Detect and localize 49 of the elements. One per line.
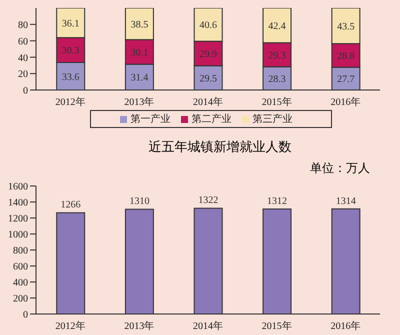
data-label: 1314	[336, 196, 356, 207]
y-tick-label: 0	[23, 86, 28, 97]
x-tick-label: 2016年	[330, 96, 361, 108]
y-tick-label: 1000	[8, 230, 28, 241]
data-label: 1312	[267, 196, 288, 208]
y-tick-label: 20	[18, 69, 28, 80]
legend-label: 第三产业	[252, 114, 292, 125]
data-label: 42.4	[268, 20, 286, 32]
data-label: 33.6	[62, 72, 80, 83]
data-label: 30.3	[62, 46, 80, 57]
data-label: 30.1	[130, 47, 148, 58]
data-label: 27.7	[337, 74, 355, 86]
y-tick-label: 80	[18, 20, 28, 31]
y-tick-label: 1600	[8, 182, 28, 193]
x-tick-label: 2014年	[193, 320, 223, 332]
x-tick-label: 2013年	[124, 96, 154, 108]
y-tick-label: 60	[18, 36, 28, 48]
data-label: 28.8	[337, 51, 355, 62]
data-label: 29.5	[199, 73, 217, 84]
data-label: 38.5	[130, 19, 148, 30]
data-label: 1310	[129, 196, 150, 208]
data-label: 40.6	[199, 20, 217, 32]
chart-subtitle: 单位：万人	[309, 160, 371, 177]
y-tick-label: 40	[18, 52, 28, 64]
y-tick-label: 600	[13, 262, 28, 273]
legend-label: 第一产业	[130, 114, 170, 125]
y-tick-label: 800	[13, 246, 28, 257]
data-label: 1322	[198, 195, 218, 206]
chart-title: 近五年城镇新增就业人数	[148, 138, 292, 156]
y-tick-label: 1400	[8, 198, 28, 209]
data-label: 36.1	[62, 18, 80, 30]
data-label: 28.3	[268, 74, 286, 85]
y-tick-label: 1200	[8, 214, 28, 225]
x-tick-label: 2015年	[262, 96, 292, 108]
legend-label: 第二产业	[192, 114, 232, 125]
data-label: 29.3	[268, 50, 286, 62]
x-tick-label: 2014年	[193, 96, 223, 108]
x-tick-label: 2015年	[262, 320, 292, 332]
data-label: 43.5	[337, 21, 355, 32]
x-tick-label: 2016年	[330, 320, 361, 332]
data-label: 29.9	[199, 49, 217, 60]
y-tick-label: 0	[23, 310, 28, 321]
x-tick-label: 2012年	[55, 320, 86, 332]
data-label: 31.4	[130, 72, 148, 84]
y-tick-label: 400	[13, 278, 28, 289]
y-tick-label: 200	[13, 294, 28, 305]
data-label: 1266	[60, 200, 81, 211]
x-tick-label: 2012年	[55, 96, 86, 108]
x-tick-label: 2013年	[124, 320, 154, 332]
